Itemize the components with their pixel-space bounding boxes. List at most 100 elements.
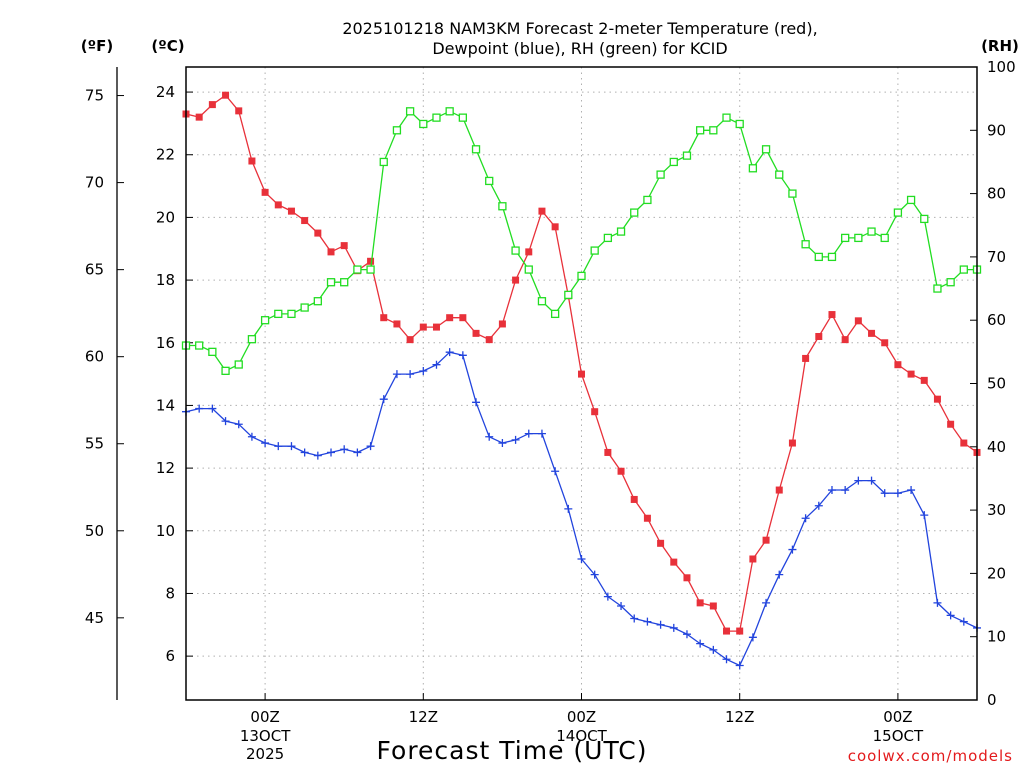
data-point <box>670 558 678 566</box>
x-axis-title: Forecast Time (UTC) <box>377 736 648 765</box>
data-point <box>287 309 296 319</box>
data-point <box>893 489 902 498</box>
data-point <box>208 347 217 357</box>
data-point <box>367 257 375 265</box>
data-point <box>762 536 770 544</box>
data-point <box>221 366 230 375</box>
data-point <box>748 164 758 173</box>
data-point <box>274 309 283 319</box>
rh-tick-label: 20 <box>987 564 1006 582</box>
fahrenheit-unit-label: (ºF) <box>81 37 113 55</box>
data-point <box>274 442 283 451</box>
series-temperature <box>182 91 981 635</box>
data-point <box>841 336 849 344</box>
celsius-axis: 6 8 10 12 14 16 18 20 22 24 <box>156 83 193 665</box>
data-point <box>775 486 783 494</box>
fahrenheit-tick-label: 70 <box>85 174 104 192</box>
data-point <box>261 439 270 448</box>
data-point <box>247 432 256 441</box>
x-tick-label: 00Z <box>883 708 912 726</box>
data-point <box>485 336 493 344</box>
data-point <box>234 360 243 369</box>
data-point <box>696 599 704 607</box>
data-point <box>524 265 533 274</box>
data-point <box>657 539 665 547</box>
data-point <box>617 601 626 610</box>
data-point <box>511 435 520 444</box>
data-point <box>682 151 692 160</box>
data-point <box>788 439 796 447</box>
data-point <box>512 276 520 284</box>
data-point <box>907 370 915 378</box>
rh-tick-label: 70 <box>987 248 1006 266</box>
data-point <box>195 404 204 413</box>
data-point <box>788 545 797 554</box>
data-point <box>458 113 468 122</box>
fahrenheit-tick-label: 55 <box>85 435 104 453</box>
data-point <box>854 476 863 485</box>
data-point <box>221 417 230 426</box>
data-point <box>537 297 547 306</box>
data-point <box>327 248 335 256</box>
x-tick-label: 12Z <box>725 708 754 726</box>
rh-tick-label: 50 <box>987 375 1006 393</box>
data-point <box>274 201 282 209</box>
data-point <box>551 223 559 231</box>
celsius-tick-label: 16 <box>156 334 175 352</box>
data-point <box>551 467 560 476</box>
data-point <box>564 290 573 300</box>
data-point <box>314 229 322 237</box>
data-point <box>234 420 243 429</box>
data-point <box>248 157 256 165</box>
data-point <box>893 208 903 217</box>
celsius-tick-label: 18 <box>156 271 175 289</box>
data-point <box>960 439 968 447</box>
data-point <box>643 195 652 205</box>
data-point <box>340 445 349 454</box>
data-point <box>761 145 771 154</box>
data-point <box>604 448 612 456</box>
series-line <box>185 351 978 667</box>
data-point <box>959 617 968 626</box>
data-point <box>432 360 441 369</box>
data-point <box>313 451 322 460</box>
data-point <box>287 207 295 215</box>
data-point <box>880 233 889 243</box>
rh-tick-label: 30 <box>987 501 1006 519</box>
data-point <box>222 91 230 99</box>
series-layer <box>181 91 982 670</box>
fahrenheit-tick-label: 75 <box>85 87 104 105</box>
data-point <box>392 370 401 379</box>
data-point <box>379 157 388 167</box>
data-point <box>550 309 560 319</box>
data-point <box>261 188 269 196</box>
data-point <box>393 320 401 328</box>
data-point <box>392 126 402 135</box>
data-point <box>775 570 784 579</box>
rh-tick-label: 10 <box>987 628 1006 646</box>
data-point <box>709 602 717 610</box>
data-point <box>419 323 427 331</box>
series-line <box>185 94 978 632</box>
rh-axis: 0 10 20 30 40 50 60 70 80 90 100 <box>970 58 1016 709</box>
data-point <box>643 617 652 626</box>
data-point <box>327 448 336 457</box>
data-point <box>603 233 613 243</box>
data-point <box>353 265 362 274</box>
data-point <box>643 514 651 522</box>
data-point <box>380 314 388 322</box>
data-point <box>405 107 415 116</box>
rh-unit-label: (RH) <box>981 37 1019 55</box>
data-point <box>235 107 243 115</box>
data-point <box>682 630 691 639</box>
chart-title-line1: 2025101218 NAM3KM Forecast 2-meter Tempe… <box>342 19 817 38</box>
data-point <box>591 408 599 416</box>
data-point <box>907 486 916 495</box>
data-point <box>260 316 270 325</box>
data-point <box>815 332 823 340</box>
data-point <box>933 284 942 293</box>
x-tick-label: 00Z <box>567 708 596 726</box>
data-point <box>933 395 941 403</box>
data-point <box>920 214 929 224</box>
data-point <box>366 265 375 274</box>
